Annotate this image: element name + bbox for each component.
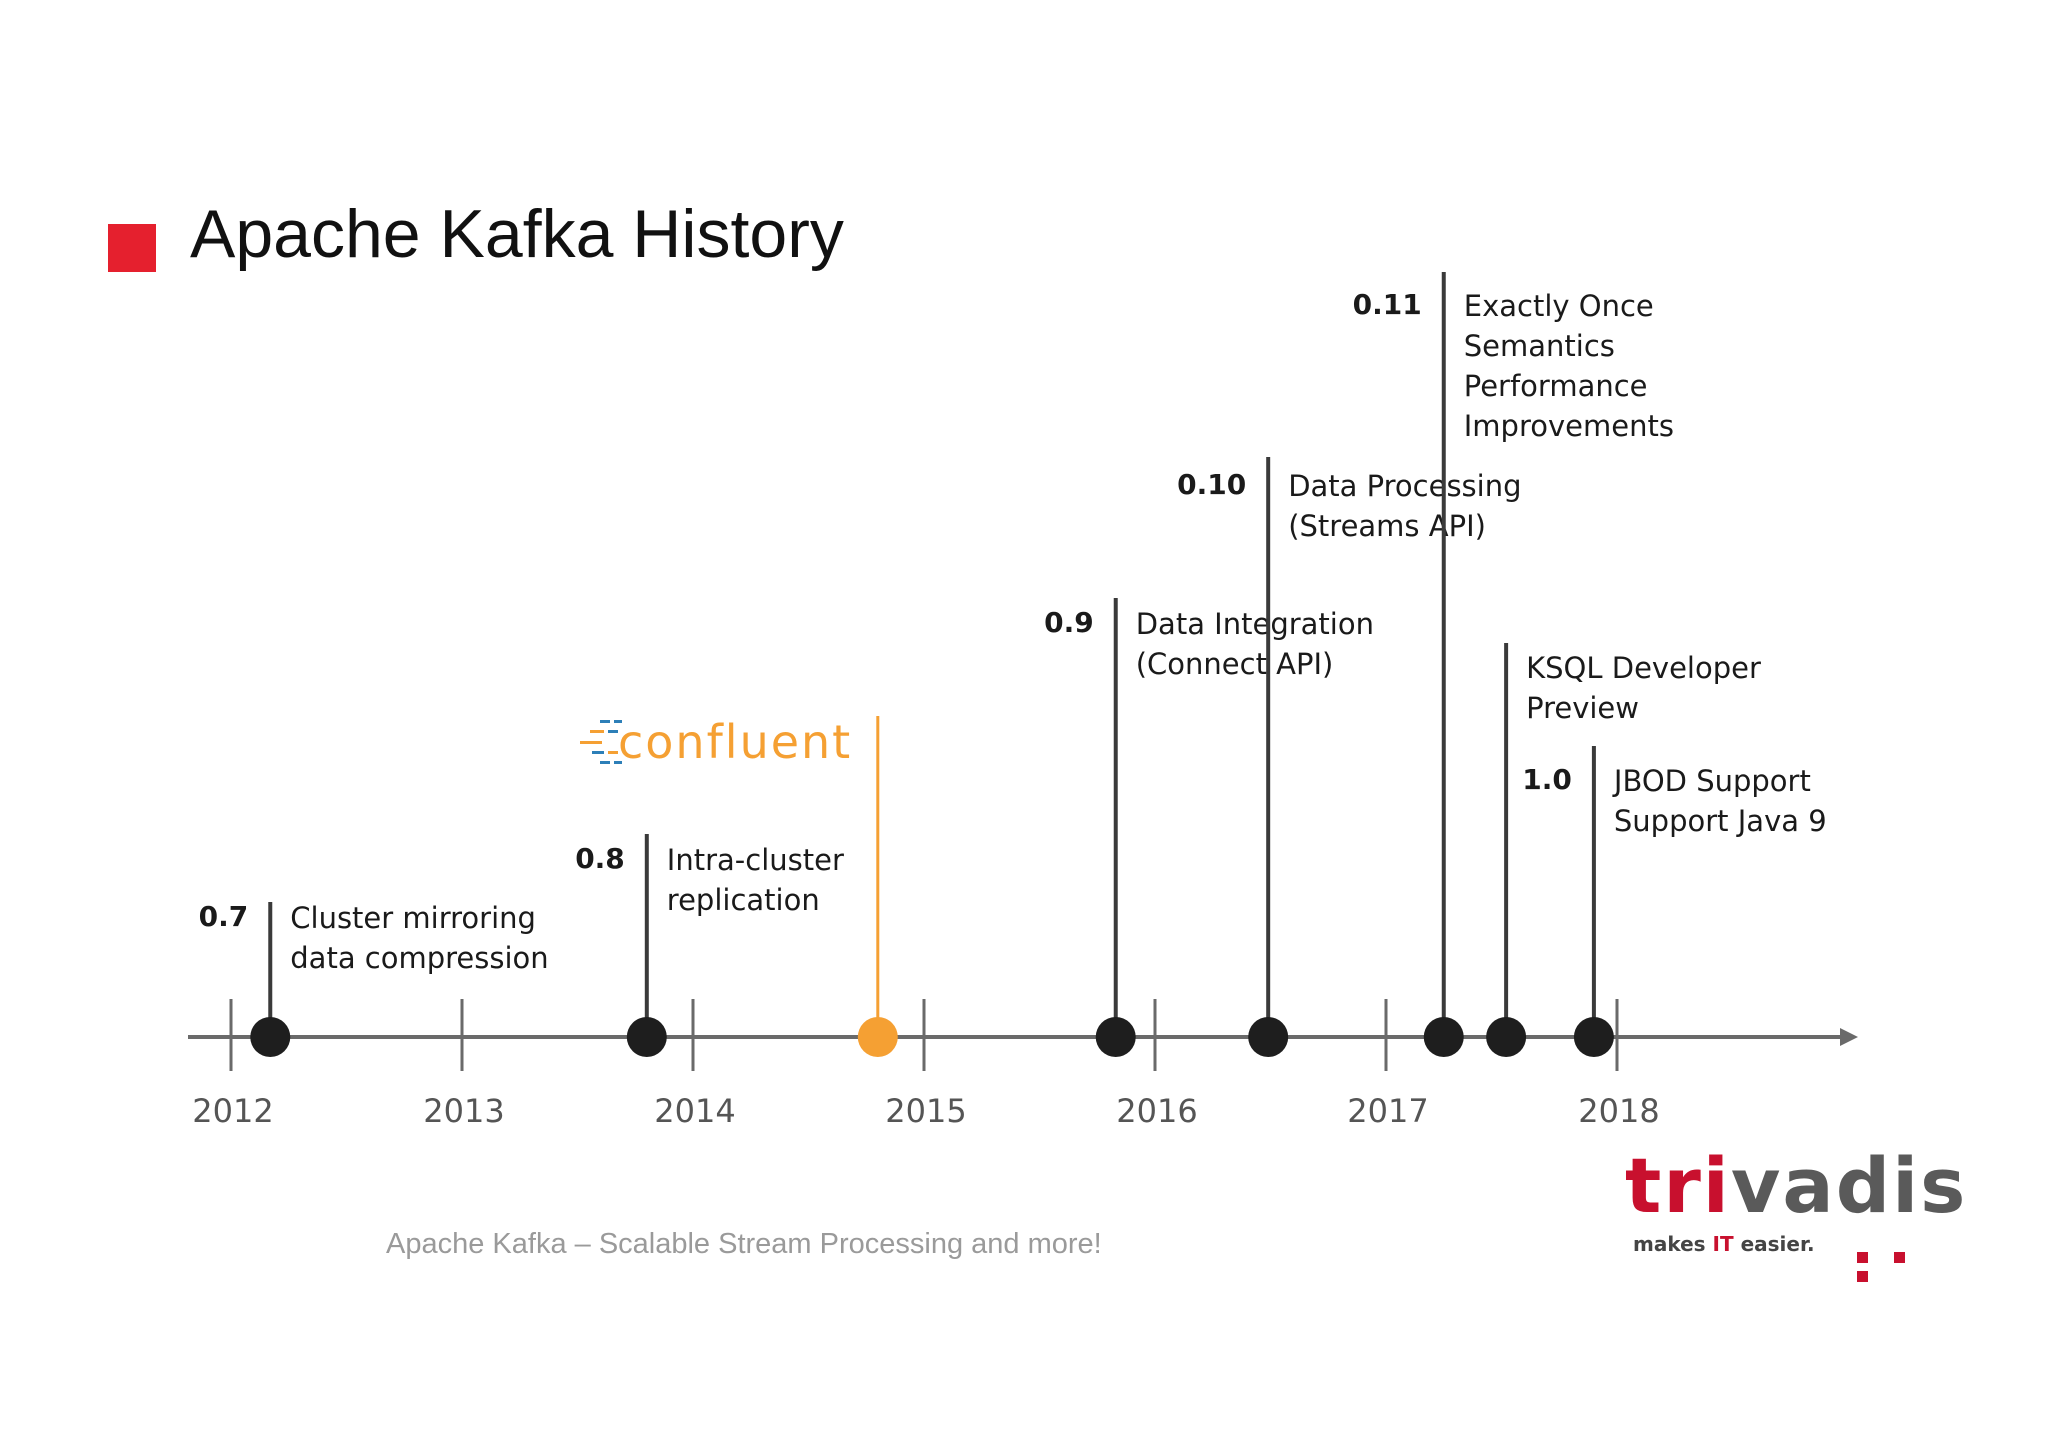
event-label-line: JBOD Support [1612, 764, 1811, 798]
axis-arrow-icon [1840, 1028, 1858, 1046]
event-label-line: Preview [1526, 691, 1639, 725]
year-label: 2014 [654, 1092, 735, 1130]
trivadis-wordmark: trivadis [1625, 1148, 1967, 1224]
tagline-after: easier. [1733, 1232, 1815, 1256]
event-label-line: (Connect API) [1136, 647, 1334, 681]
confluent-wordmark: confluent [618, 715, 852, 769]
year-label: 2017 [1347, 1092, 1428, 1130]
event-version: 0.10 [1177, 468, 1246, 501]
event-dot [1423, 1017, 1464, 1057]
title-bullet [108, 224, 156, 272]
event-label-line: (Streams API) [1288, 509, 1486, 543]
event-label-line: KSQL Developer [1526, 651, 1761, 685]
year-label: 2016 [1116, 1092, 1197, 1130]
confluent-mark-icon [580, 720, 622, 764]
trivadis-logo: trivadis makes IT easier. [1625, 1148, 1965, 1282]
trivadis-word-gray: vadis [1730, 1141, 1968, 1230]
event-dot [1248, 1017, 1289, 1057]
slide-footer: Apache Kafka – Scalable Stream Processin… [386, 1228, 1102, 1260]
event-dot [1486, 1017, 1527, 1057]
trivadis-word-red: tri [1625, 1141, 1731, 1230]
event-label-line: Data Processing [1288, 469, 1521, 503]
event-label-line: Cluster mirroring [290, 901, 536, 935]
event-dot [250, 1017, 291, 1057]
event-label-line: Semantics [1464, 329, 1615, 363]
confluent-dot [857, 1017, 898, 1057]
event-dot [1573, 1017, 1614, 1057]
event-label-line: Intra-cluster [667, 843, 844, 877]
event-dot [626, 1017, 667, 1057]
year-label: 2015 [885, 1092, 966, 1130]
event-label-line: Support Java 9 [1614, 804, 1827, 838]
event-label-line: data compression [290, 941, 548, 975]
year-label: 2018 [1578, 1092, 1659, 1130]
confluent-logo: confluent [580, 715, 852, 769]
tagline-it: IT [1712, 1232, 1734, 1256]
trivadis-dots-icon [1857, 1248, 1965, 1286]
event-version: 0.8 [575, 842, 625, 875]
event-version: 0.9 [1044, 606, 1094, 639]
event-label-line: Data Integration [1136, 607, 1374, 641]
event-label-line: Exactly Once [1464, 289, 1654, 323]
slide-title: Apache Kafka History [190, 196, 844, 272]
event-version: 0.7 [199, 900, 249, 933]
trivadis-tagline: makes IT easier. [1633, 1232, 1815, 1256]
tagline-before: makes [1633, 1232, 1713, 1256]
event-label-line: replication [667, 883, 820, 917]
year-label: 2012 [192, 1092, 273, 1130]
year-label: 2013 [423, 1092, 504, 1130]
event-label-line: Performance [1464, 369, 1648, 403]
event-version: 1.0 [1522, 763, 1572, 796]
event-dot [1095, 1017, 1136, 1057]
event-label-line: Improvements [1464, 409, 1674, 443]
event-version: 0.11 [1353, 288, 1422, 321]
